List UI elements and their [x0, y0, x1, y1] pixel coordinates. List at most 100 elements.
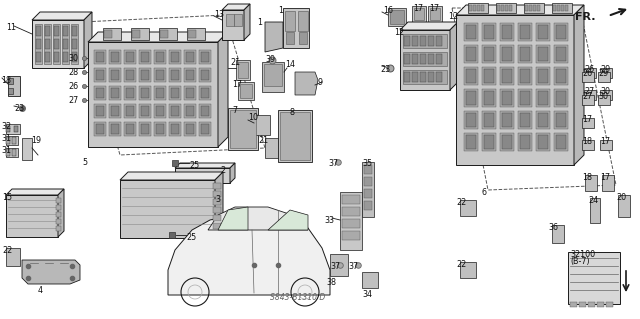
Bar: [482, 45, 496, 63]
Bar: [120, 180, 215, 238]
Bar: [126, 124, 134, 134]
Bar: [364, 189, 372, 198]
Bar: [502, 47, 512, 61]
Bar: [464, 45, 478, 63]
Bar: [96, 70, 104, 80]
Bar: [364, 177, 372, 186]
Bar: [501, 5, 504, 11]
Bar: [103, 28, 121, 40]
Bar: [496, 3, 516, 13]
Bar: [124, 68, 136, 82]
Bar: [585, 175, 597, 191]
Bar: [403, 34, 447, 48]
Bar: [484, 91, 494, 105]
Text: 25: 25: [186, 233, 196, 242]
Bar: [584, 68, 596, 78]
Bar: [184, 104, 196, 118]
Bar: [414, 8, 424, 20]
Bar: [588, 302, 595, 307]
Bar: [556, 25, 566, 39]
Bar: [141, 70, 149, 80]
Bar: [570, 302, 577, 307]
Bar: [500, 133, 514, 151]
Bar: [171, 88, 179, 98]
Bar: [131, 28, 149, 40]
Bar: [265, 138, 279, 158]
Bar: [464, 111, 478, 129]
Bar: [8, 78, 13, 84]
Bar: [597, 302, 604, 307]
Bar: [186, 70, 194, 80]
Bar: [404, 36, 410, 46]
Bar: [54, 39, 59, 49]
Bar: [186, 106, 194, 116]
Text: S843-B1310 D: S843-B1310 D: [270, 293, 326, 302]
Polygon shape: [230, 163, 235, 183]
Bar: [556, 113, 566, 127]
Bar: [520, 47, 530, 61]
Text: 17: 17: [600, 137, 610, 146]
Bar: [554, 23, 568, 41]
Bar: [154, 122, 166, 136]
Text: 24: 24: [588, 196, 598, 205]
Bar: [109, 50, 121, 64]
Text: 11: 11: [6, 23, 16, 32]
Bar: [22, 138, 32, 160]
Text: 36: 36: [548, 223, 558, 232]
Bar: [12, 149, 16, 156]
Bar: [502, 91, 512, 105]
Text: 17: 17: [600, 173, 610, 182]
Bar: [554, 67, 568, 85]
Bar: [466, 91, 476, 105]
Bar: [518, 133, 532, 151]
Bar: [139, 104, 151, 118]
Bar: [156, 124, 164, 134]
Text: 14: 14: [285, 60, 295, 69]
Bar: [468, 3, 488, 13]
Bar: [554, 45, 568, 63]
Bar: [538, 135, 548, 149]
Bar: [600, 90, 612, 100]
Bar: [72, 52, 77, 62]
Bar: [342, 219, 360, 228]
Bar: [529, 5, 532, 11]
Bar: [171, 70, 179, 80]
Text: 32100: 32100: [570, 250, 595, 259]
Bar: [213, 223, 221, 229]
Bar: [538, 113, 548, 127]
Bar: [460, 262, 476, 278]
Bar: [94, 86, 106, 100]
Polygon shape: [88, 32, 228, 42]
Bar: [582, 140, 594, 150]
Bar: [388, 8, 406, 26]
Polygon shape: [208, 207, 308, 230]
Bar: [520, 113, 530, 127]
Bar: [428, 36, 434, 46]
Bar: [126, 88, 134, 98]
Bar: [199, 86, 211, 100]
Bar: [156, 106, 164, 116]
Bar: [556, 69, 566, 83]
Bar: [481, 5, 484, 11]
Bar: [538, 91, 548, 105]
Bar: [278, 110, 312, 162]
Text: 21: 21: [230, 58, 240, 67]
Bar: [171, 52, 179, 62]
Text: 4: 4: [38, 286, 43, 295]
Bar: [226, 14, 234, 26]
Bar: [582, 72, 594, 82]
Bar: [538, 47, 548, 61]
Bar: [505, 5, 508, 11]
Bar: [186, 52, 194, 62]
Bar: [94, 104, 106, 118]
Text: 23: 23: [14, 104, 24, 113]
Bar: [600, 140, 612, 150]
Bar: [187, 28, 205, 40]
Bar: [598, 72, 610, 82]
Bar: [285, 11, 295, 31]
Text: 35: 35: [362, 159, 372, 168]
Bar: [520, 25, 530, 39]
Bar: [184, 122, 196, 136]
Bar: [36, 39, 41, 49]
Bar: [582, 118, 594, 128]
